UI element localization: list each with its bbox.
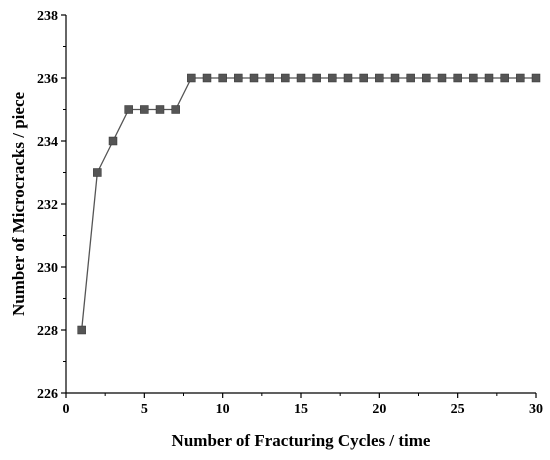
data-point-marker <box>406 73 415 83</box>
x-tick-label: 5 <box>141 402 148 417</box>
axes-layer <box>65 15 536 394</box>
data-point-marker <box>422 73 431 83</box>
data-point-marker <box>375 73 384 83</box>
data-point-marker <box>281 73 290 83</box>
x-axis-title: Number of Fracturing Cycles / time <box>172 431 431 450</box>
data-point-marker <box>234 73 243 83</box>
series-line <box>81 77 536 331</box>
data-point-marker <box>140 105 149 114</box>
data-point-marker <box>296 73 306 83</box>
data-point-marker <box>390 73 400 83</box>
ticks-layer: 0 5 10 15 20 25 30 226 228 230 232 234 236 238 <box>37 9 543 417</box>
x-tick-label: 30 <box>529 402 543 417</box>
y-tick-label: 226 <box>37 387 58 402</box>
x-tick-label: 25 <box>451 402 465 417</box>
data-point-marker <box>124 105 133 114</box>
y-tick-label: 230 <box>37 261 58 276</box>
data-point-marker <box>265 73 274 83</box>
data-point-marker <box>77 325 86 335</box>
plot-area: 0 5 10 15 20 25 30 226 228 230 232 234 236 238 <box>37 9 543 417</box>
y-tick-label: 232 <box>37 198 58 213</box>
data-point-marker <box>453 73 462 83</box>
data-point-marker <box>155 105 165 114</box>
data-point-marker <box>108 136 118 146</box>
data-point-marker <box>171 105 180 114</box>
data-point-marker <box>249 73 259 83</box>
data-point-marker <box>343 73 353 83</box>
data-point-marker <box>531 73 541 83</box>
data-point-marker <box>202 73 212 83</box>
data-point-marker <box>312 73 321 83</box>
y-tick-label: 236 <box>37 72 58 87</box>
x-tick-label: 10 <box>216 402 230 417</box>
series-layer <box>77 73 541 335</box>
data-point-marker <box>500 73 509 83</box>
data-point-marker <box>187 73 196 83</box>
x-tick-label: 0 <box>63 402 70 417</box>
y-axis-title: Number of Microcracks / piece <box>9 92 28 317</box>
y-tick-label: 228 <box>37 324 58 339</box>
y-tick-label: 238 <box>37 9 58 24</box>
data-point-marker <box>328 73 337 83</box>
data-point-marker <box>484 73 494 83</box>
data-point-marker <box>437 73 447 83</box>
y-tick-label: 234 <box>37 135 58 150</box>
x-tick-label: 20 <box>372 402 386 417</box>
x-tick-label: 15 <box>294 402 308 417</box>
data-point-marker <box>516 73 525 83</box>
data-point-marker <box>218 73 227 83</box>
data-point-marker <box>469 73 478 83</box>
data-point-marker <box>359 73 368 83</box>
data-point-marker <box>93 168 102 177</box>
